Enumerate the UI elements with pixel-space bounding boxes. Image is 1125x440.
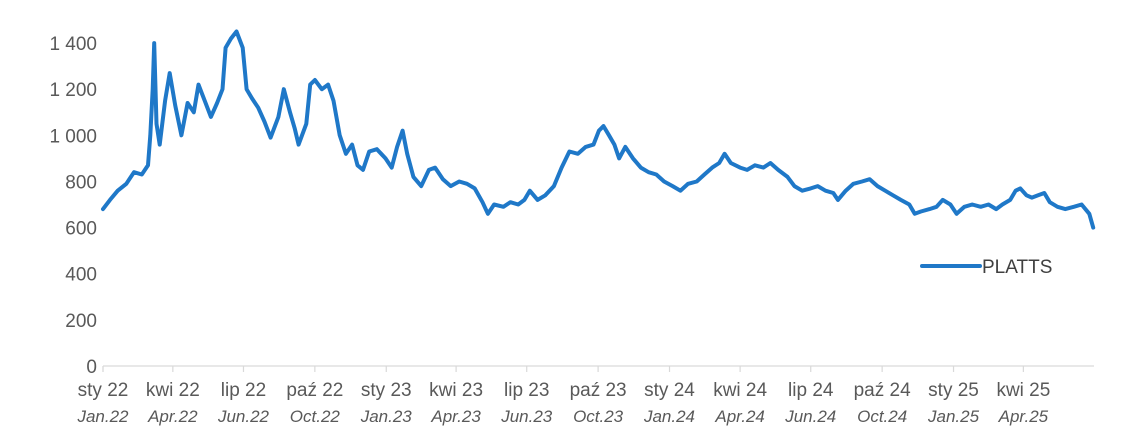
x-tick-label-en: Jan.22: [76, 407, 129, 426]
x-tick-label-en: Jun.23: [500, 407, 553, 426]
y-tick-label: 600: [65, 219, 97, 240]
y-tick-label: 0: [86, 357, 97, 378]
x-tick-label: kwi 23: [429, 380, 483, 401]
x-tick-label-en: Oct.24: [857, 407, 907, 426]
x-axis: sty 22 Jan.22 kwi 22 Apr.22 lip 22 Jun.22 paź …: [76, 365, 1094, 426]
x-tick-label-en: Jan.24: [643, 407, 695, 426]
x-tick-label: kwi 24: [713, 380, 767, 401]
x-tick-label: paź 22: [286, 380, 343, 401]
x-tick-label-en: Oct.23: [573, 407, 624, 426]
x-tick-label-en: Apr.25: [998, 407, 1049, 426]
y-tick-label: 800: [65, 172, 97, 193]
x-tick-label: paź 24: [854, 380, 911, 401]
x-tick-label: kwi 25: [996, 380, 1050, 401]
y-tick-label: 200: [65, 311, 97, 332]
x-tick-label: lip 24: [788, 380, 834, 401]
series-line-platts: [101, 29, 1096, 230]
x-tick-label-en: Apr.23: [430, 407, 481, 426]
x-tick-label: kwi 22: [146, 380, 200, 401]
x-tick-label-en: Jan.25: [927, 407, 980, 426]
x-tick-label: sty 22: [78, 380, 129, 401]
x-tick-label-en: Jan.23: [360, 407, 413, 426]
y-tick-label: 1 200: [49, 80, 97, 101]
x-tick-label-en: Apr.24: [714, 407, 764, 426]
series-layer: [101, 29, 1096, 230]
y-tick-label: 1 000: [49, 126, 97, 147]
x-tick-label: sty 24: [644, 380, 695, 401]
x-tick-label-en: Apr.22: [147, 407, 198, 426]
x-tick-label-en: Jun.24: [784, 407, 836, 426]
x-tick-label: lip 23: [504, 380, 549, 401]
x-tick-label-en: Oct.22: [290, 407, 341, 426]
x-tick-label: sty 25: [928, 380, 979, 401]
x-tick-label: paź 23: [570, 380, 627, 401]
x-tick-label-en: Jun.22: [217, 407, 270, 426]
x-tick-label: sty 23: [361, 380, 412, 401]
y-tick-label: 1 400: [49, 34, 97, 55]
legend-label-platts: PLATTS: [982, 257, 1052, 278]
legend: PLATTS: [920, 257, 1052, 278]
x-tick-label: lip 22: [221, 380, 266, 401]
y-tick-label: 400: [65, 265, 97, 286]
y-axis: 0 200 400 600 800 1 000 1 200 1 400: [49, 34, 97, 378]
